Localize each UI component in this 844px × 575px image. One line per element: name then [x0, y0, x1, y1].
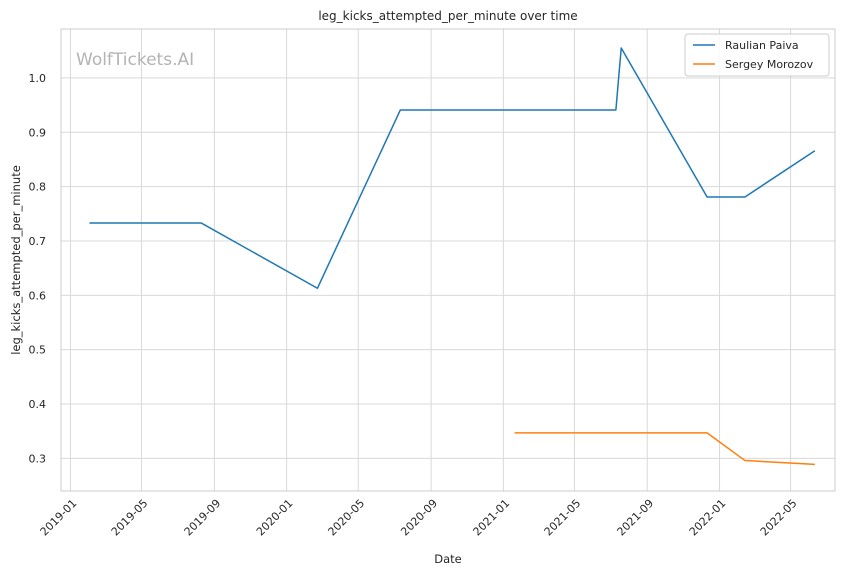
x-tick-label: 2019-01 [38, 497, 80, 539]
legend-box [684, 33, 830, 77]
x-tick-label: 2021-05 [542, 497, 584, 539]
y-tick-label: 0.4 [29, 398, 47, 411]
x-tick-label: 2020-01 [254, 497, 296, 539]
y-axis-label: leg_kicks_attempted_per_minute [9, 165, 23, 355]
y-tick-labels: 0.3 0.4 0.5 0.6 0.7 0.8 0.9 1.0 [29, 72, 47, 465]
series-layer [89, 47, 816, 466]
chart-title: leg_kicks_attempted_per_minute over time [318, 9, 577, 23]
watermark-text: WolfTickets.AI [76, 50, 194, 70]
y-tick-label: 0.6 [29, 289, 47, 302]
y-tick-label: 0.3 [29, 452, 47, 465]
x-tick-label: 2021-01 [471, 497, 513, 539]
y-tick-label: 0.9 [29, 126, 47, 139]
x-tick-labels: 2019-01 2019-05 2019-09 2020-01 2020-05 2020-… [38, 497, 800, 539]
y-tick-label: 0.8 [29, 181, 47, 194]
x-tick-label: 2020-05 [326, 497, 368, 539]
y-tick-label: 0.5 [29, 344, 47, 357]
legend-label: Sergey Morozov [725, 58, 814, 71]
y-tick-label: 1.0 [29, 72, 47, 85]
plot-frame [60, 28, 836, 492]
x-tick-label: 2022-01 [687, 497, 729, 539]
x-tick-label: 2019-05 [109, 497, 151, 539]
series-line-2 [514, 432, 815, 466]
series-line-1 [89, 47, 816, 290]
y-tick-label: 0.7 [29, 235, 47, 248]
y-gridlines [61, 77, 835, 459]
x-axis-label: Date [434, 552, 462, 566]
legend-label: Raulian Paiva [725, 39, 799, 52]
legend: Raulian Paiva Sergey Morozov [684, 33, 830, 77]
x-tick-label: 2020-09 [398, 497, 440, 539]
x-tick-label: 2022-05 [758, 497, 800, 539]
x-tick-label: 2021-09 [615, 497, 657, 539]
x-tick-label: 2019-09 [182, 497, 224, 539]
x-gridlines [69, 29, 792, 491]
